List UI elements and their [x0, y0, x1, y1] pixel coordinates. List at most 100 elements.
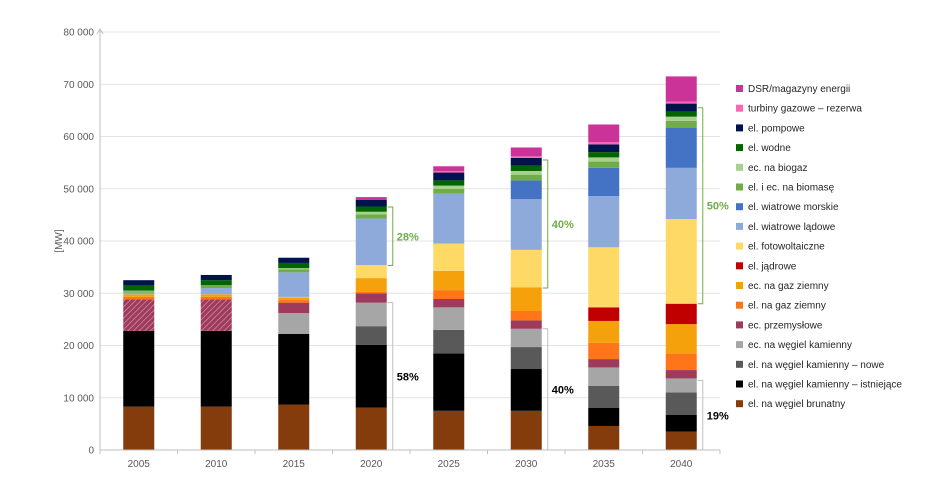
y-tick-label: 40 000 [63, 237, 94, 248]
bar-segment [588, 196, 620, 248]
annotation-label: 50% [707, 201, 729, 213]
bar-segment [588, 359, 620, 368]
bar-segment [123, 290, 155, 292]
legend-label: el. na węgiel kamienny – istniejące [748, 380, 902, 391]
y-tick-label: 10 000 [63, 393, 94, 404]
legend-swatch [736, 321, 743, 329]
bar-segment [355, 199, 387, 207]
bars [123, 76, 697, 450]
x-tick-label: 2040 [670, 459, 693, 470]
bar-segment [355, 206, 387, 212]
legend-label: ec. na gaz ziemny [748, 281, 829, 292]
bar-segment [510, 320, 542, 329]
bar-segment [588, 307, 620, 321]
bar-segment [510, 174, 542, 181]
legend-swatch [736, 282, 743, 289]
bar-segment [433, 243, 465, 271]
legend-swatch [736, 163, 743, 171]
bar-segment [123, 330, 155, 407]
bar-segment [433, 180, 465, 186]
annotation-bracket [387, 206, 394, 267]
bar-segment [433, 307, 465, 330]
x-tick-label: 2025 [438, 459, 461, 470]
legend-label: el. na węgiel kamienny – nowe [748, 360, 885, 371]
bar-segment [588, 247, 620, 308]
bar-segment [433, 193, 465, 244]
bar-segment [510, 328, 542, 348]
bar-segment [588, 407, 620, 426]
bar-segment [665, 167, 697, 220]
bar-segment [123, 296, 155, 300]
bar-segment [510, 199, 542, 250]
bar-segment [123, 291, 155, 293]
annotation-label: 19% [707, 410, 729, 422]
y-axis-label: [MW] [54, 229, 65, 253]
bar-segment [278, 268, 310, 270]
bar-segment [433, 185, 465, 189]
bar-segment [433, 170, 465, 173]
bar-segment [665, 111, 697, 117]
bar-segment [510, 287, 542, 312]
bar-segment [123, 285, 155, 291]
bar-segment [200, 280, 232, 286]
bar-segment [588, 342, 620, 360]
annotation-bracket [697, 380, 704, 451]
bar-segment [665, 324, 697, 354]
legend-swatch [736, 400, 743, 408]
bar-segment [200, 288, 232, 295]
bar-segment [588, 161, 620, 168]
bar-segment [665, 431, 697, 450]
bar-segment [588, 320, 620, 343]
bar-segment [278, 257, 310, 263]
bar-segment [588, 367, 620, 386]
legend-label: el. pompowe [748, 123, 805, 134]
legend-swatch [736, 360, 743, 368]
bar-segment [433, 298, 465, 308]
bar-segment [588, 152, 620, 158]
bar-segment [355, 218, 387, 266]
bar-segment [588, 124, 620, 143]
bar-segment [588, 142, 620, 145]
bar-segment [665, 392, 697, 415]
x-axis: 2005 2010 2015 2020 2025 2030 2035 2040 [99, 449, 721, 470]
y-tick-label: 80 000 [63, 28, 94, 39]
legend-swatch [736, 301, 743, 309]
bar-segment [355, 197, 387, 200]
annotations: 28% 40% 50% 58% 40% 19% [387, 107, 729, 451]
y-tick-label: 50 000 [63, 184, 94, 195]
y-tick-label: 0 [88, 446, 94, 457]
bar-segment [123, 280, 155, 286]
legend-label: ec. na węgiel kamienny [748, 340, 852, 351]
y-tick-label: 20 000 [63, 341, 94, 352]
bar-segment [588, 167, 620, 197]
legend-label: el. wodne [748, 143, 791, 154]
x-tick-label: 2035 [593, 459, 616, 470]
bar-segment [433, 290, 465, 299]
y-tick-label: 30 000 [63, 289, 94, 300]
bar-segment [200, 296, 232, 300]
bar-segment [123, 406, 155, 450]
legend-label: DSR/magazyny energii [748, 84, 850, 95]
x-tick-label: 2030 [515, 459, 538, 470]
bar-segment [200, 294, 232, 297]
bar-segment [200, 299, 232, 331]
bar-segment [355, 344, 387, 408]
bar-segment [665, 378, 697, 393]
bar-segment [433, 270, 465, 291]
bar-segment [200, 285, 232, 289]
y-axis-arrow [96, 28, 104, 35]
bar-segment [510, 369, 542, 411]
bar-segment [588, 157, 620, 162]
legend-label: turbiny gazowe – rezerwa [748, 104, 862, 115]
annotation-label: 28% [397, 231, 419, 243]
bar-segment [665, 116, 697, 121]
bar-segment [510, 249, 542, 288]
legend-swatch [736, 341, 743, 349]
bar-segment [510, 410, 542, 450]
bar-segment [433, 353, 465, 411]
legend-label: el. wiatrowe morskie [748, 202, 839, 213]
bar-segment [510, 157, 542, 166]
bar-segment [588, 425, 620, 450]
bar-segment [665, 127, 697, 168]
